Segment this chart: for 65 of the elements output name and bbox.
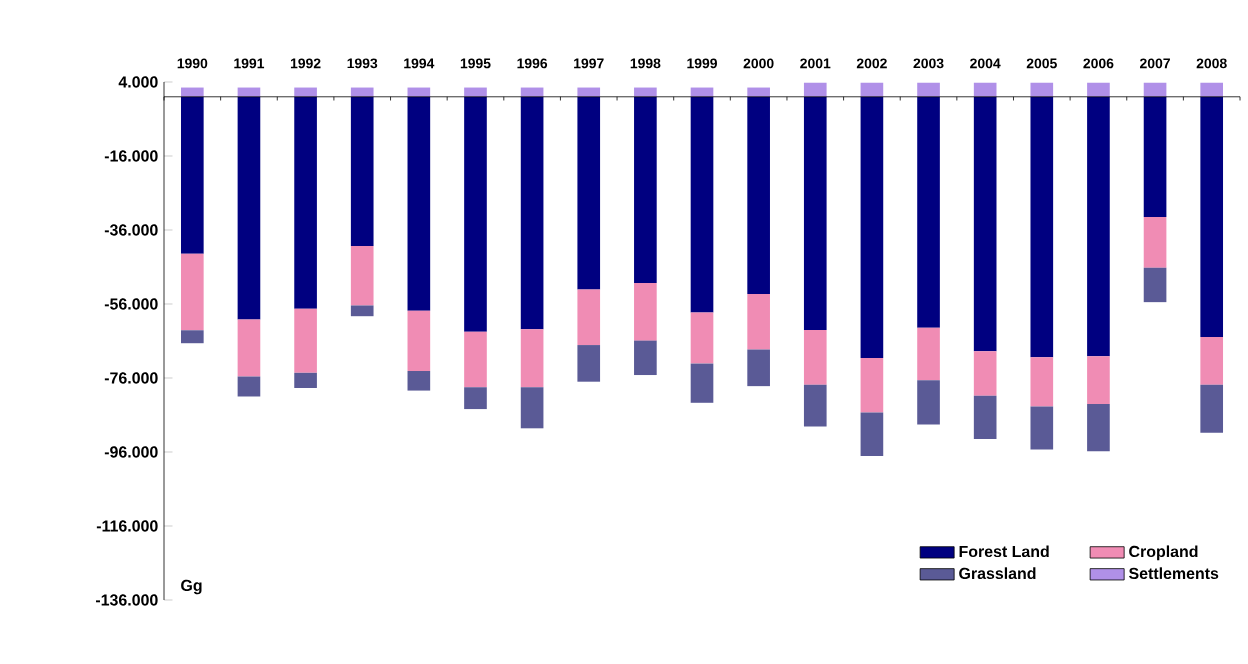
bar [577,96,601,290]
bar [464,96,487,332]
bar [973,82,997,97]
bar [860,412,884,457]
bar [747,349,770,387]
bar [860,358,884,413]
bar [1087,356,1110,404]
bar [1030,357,1054,407]
bar [237,96,261,320]
bar [407,96,431,311]
bar [1030,96,1054,358]
bar [1200,336,1224,385]
bar [180,96,204,254]
bar [577,345,601,382]
bar [917,82,940,97]
bar [690,96,714,313]
bar [747,294,770,350]
bar [1087,82,1110,97]
bar [634,96,657,283]
bar [973,96,997,352]
bar [350,245,374,306]
bar [634,340,657,376]
bar [747,96,770,295]
bar [690,363,714,403]
bar [973,395,997,440]
bar [690,312,714,364]
bar [350,305,374,317]
bar [803,329,827,385]
bar [1030,82,1054,97]
bar [464,331,487,388]
bar [973,351,997,396]
bar [520,329,544,388]
bar [1200,96,1224,337]
bar [1143,82,1167,97]
bar [1030,406,1054,450]
bar [1087,403,1110,452]
bar [1143,217,1167,268]
bar [803,82,827,97]
bar [917,380,940,425]
bar [860,96,884,359]
bar [803,384,827,427]
bar [1087,96,1110,357]
bar [407,310,431,371]
bar [294,96,317,309]
bar [294,372,317,388]
bar [294,308,317,373]
bar [1200,384,1224,433]
bar [237,319,261,377]
bar [237,376,261,397]
bar [803,96,827,330]
bar [917,327,940,381]
bar [407,370,431,391]
bar [520,387,544,429]
bar [350,96,374,246]
bar [520,96,544,330]
bar [634,282,657,341]
bar [180,253,204,331]
bar [1143,267,1167,303]
bar [464,387,487,410]
bar [577,289,601,346]
bar [180,330,204,344]
bar [917,96,940,328]
bar [1143,96,1167,218]
bar [1200,82,1224,97]
bar [860,82,884,97]
